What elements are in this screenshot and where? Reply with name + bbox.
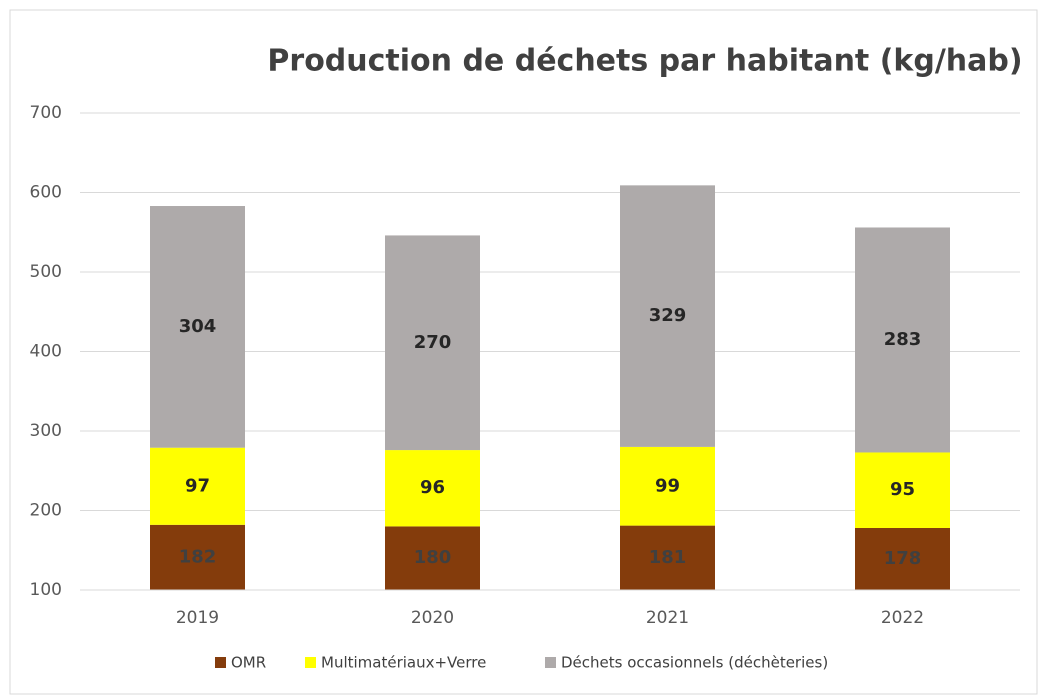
bar-segment — [385, 450, 480, 527]
y-tick-label: 600 — [30, 183, 62, 203]
bar-segment — [150, 447, 245, 525]
legend-swatch — [305, 657, 316, 668]
data-label: 182 — [179, 546, 217, 567]
bar-segment — [150, 524, 245, 590]
y-tick-label: 700 — [30, 103, 62, 123]
data-label: 178 — [884, 548, 922, 569]
y-tick-label: 100 — [30, 580, 62, 600]
bar-segment — [150, 206, 245, 448]
x-tick-label: 2022 — [881, 608, 924, 628]
bar-segment — [620, 185, 715, 447]
data-label: 180 — [414, 547, 452, 568]
data-label: 97 — [185, 475, 210, 496]
y-tick-label: 200 — [30, 501, 62, 521]
data-label: 283 — [884, 329, 922, 350]
legend-label: OMR — [231, 654, 266, 672]
legend-label: Multimatériaux+Verre — [321, 654, 486, 672]
legend-swatch — [215, 657, 226, 668]
bar-segment — [855, 227, 950, 453]
data-label: 181 — [649, 547, 687, 568]
bar-segment — [620, 446, 715, 526]
y-tick-label: 400 — [30, 342, 62, 362]
data-label: 99 — [655, 475, 680, 496]
x-tick-label: 2021 — [646, 608, 689, 628]
data-label: 329 — [649, 305, 687, 326]
bar-segment — [620, 525, 715, 590]
legend-label: Déchets occasionnels (déchèteries) — [561, 654, 828, 672]
data-label: 95 — [890, 479, 915, 500]
bar-segment — [385, 526, 480, 590]
y-tick-label: 500 — [30, 262, 62, 282]
data-label: 270 — [414, 332, 452, 353]
x-tick-label: 2020 — [411, 608, 454, 628]
legend-swatch — [545, 657, 556, 668]
chart-title: Production de déchets par habitant (kg/h… — [267, 44, 1022, 79]
bar-segment — [855, 452, 950, 528]
data-label: 96 — [420, 477, 445, 498]
data-label: 304 — [179, 316, 217, 337]
bar-segment — [385, 235, 480, 451]
y-tick-label: 300 — [30, 421, 62, 441]
x-tick-label: 2019 — [176, 608, 219, 628]
bar-segment — [855, 527, 950, 590]
